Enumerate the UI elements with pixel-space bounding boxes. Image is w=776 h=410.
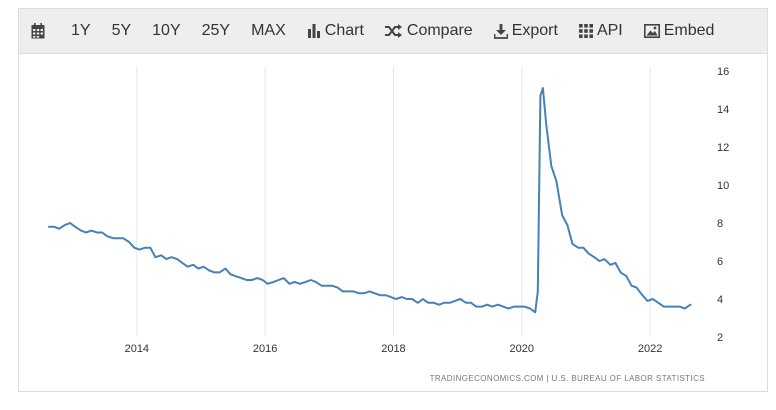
chart-type-button[interactable]: Chart [307, 9, 364, 53]
api-button[interactable]: API [578, 9, 623, 53]
y-tick-label: 14 [717, 104, 729, 116]
y-tick-label: 8 [717, 218, 723, 230]
range-10y-button[interactable]: 10Y [152, 22, 181, 39]
range-1y-button[interactable]: 1Y [71, 22, 91, 39]
grid-icon [578, 24, 593, 38]
chart-toolbar: 1Y 5Y 10Y 25Y MAX Chart Compare [19, 9, 767, 54]
y-tick-label: 6 [717, 256, 723, 268]
export-button[interactable]: Export [493, 9, 558, 53]
line-chart: 2014 2016 2018 2020 2022 2 4 6 8 10 12 14 16 [47, 66, 729, 355]
y-tick-label: 12 [717, 142, 729, 154]
calendar-icon[interactable] [31, 9, 45, 53]
x-tick-label: 2020 [510, 343, 534, 355]
x-tick-label: 2018 [381, 343, 405, 355]
embed-label: Embed [663, 22, 715, 39]
range-5y-button[interactable]: 5Y [111, 22, 132, 39]
chart-type-label: Chart [324, 22, 364, 39]
y-tick-label: 10 [717, 180, 729, 192]
bar-chart-icon [307, 24, 321, 38]
export-label: Export [511, 22, 558, 39]
x-tick-label: 2014 [125, 343, 149, 355]
chart-area: 2014 2016 2018 2020 2022 2 4 6 8 10 12 14 16 TRADING… [19, 53, 767, 391]
x-tick-label: 2022 [638, 343, 662, 355]
chart-widget: 1Y 5Y 10Y 25Y MAX Chart Compare [18, 8, 768, 392]
x-tick-label: 2016 [253, 343, 277, 355]
api-label: API [596, 22, 623, 39]
range-max-button[interactable]: MAX [251, 22, 286, 39]
download-icon [493, 23, 508, 39]
series-line [47, 87, 692, 314]
image-icon [643, 24, 660, 38]
compare-label: Compare [406, 22, 473, 39]
y-tick-label: 2 [717, 332, 723, 344]
y-tick-label: 4 [717, 294, 723, 306]
y-tick-label: 16 [717, 66, 729, 78]
shuffle-icon [384, 24, 403, 38]
source-credit: TRADINGECONOMICS.COM | U.S. BUREAU OF LA… [429, 374, 705, 383]
embed-button[interactable]: Embed [643, 9, 715, 53]
compare-button[interactable]: Compare [384, 9, 473, 53]
range-25y-button[interactable]: 25Y [201, 22, 231, 39]
